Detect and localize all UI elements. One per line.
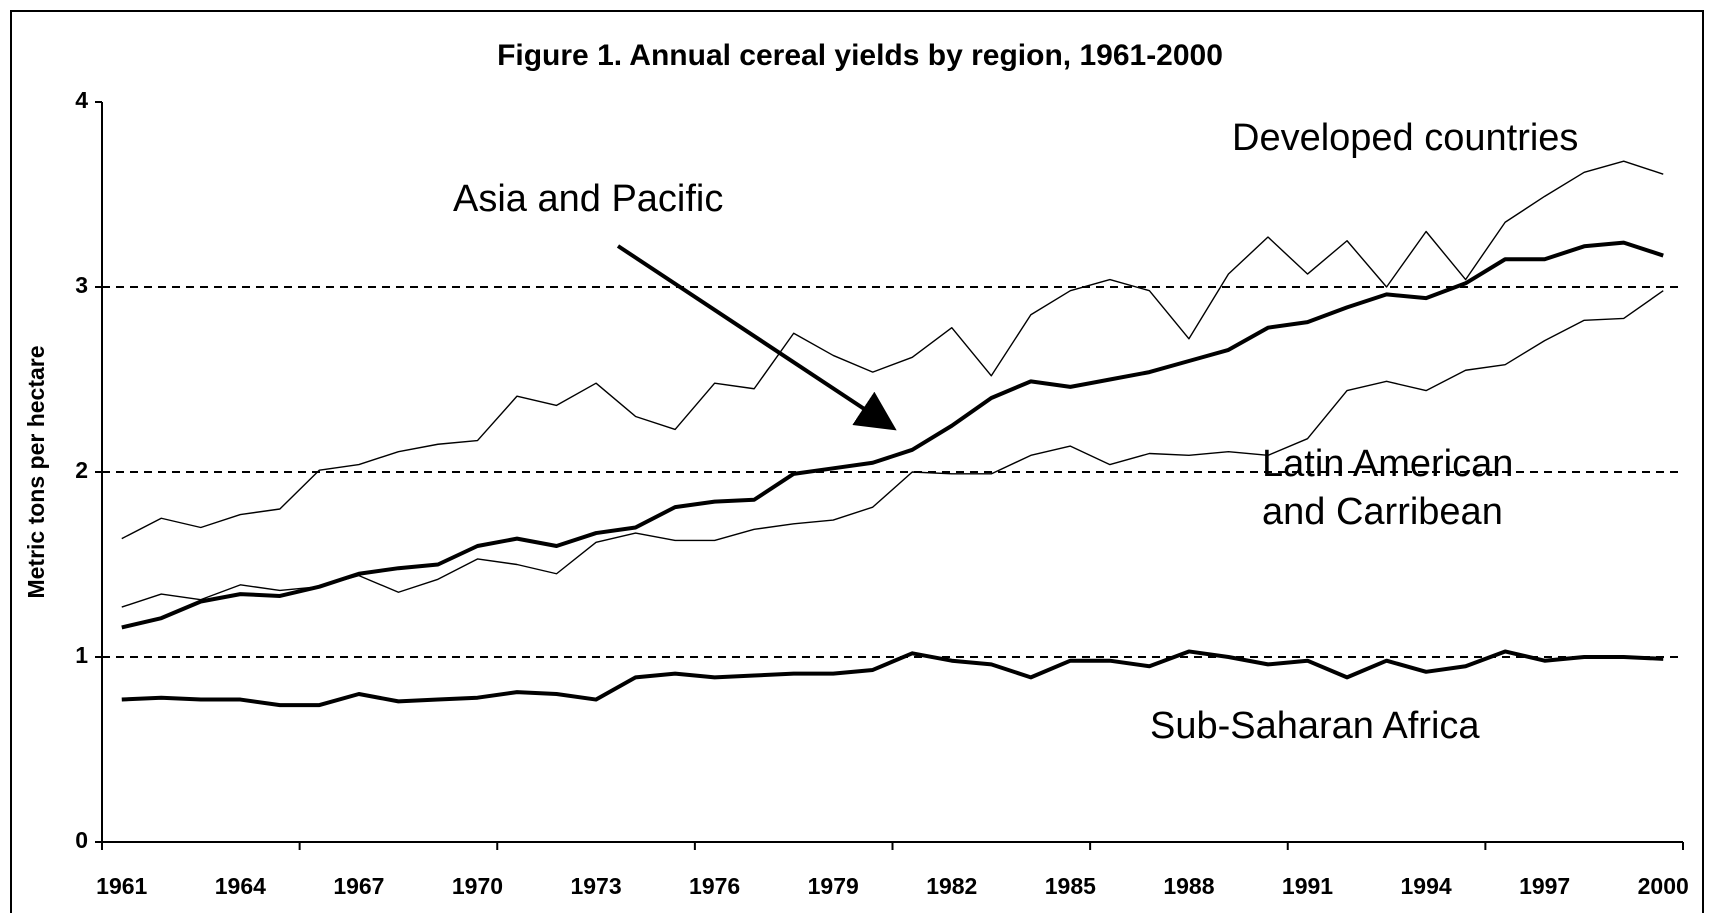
x-tick-label: 1997 <box>1519 873 1570 899</box>
x-tick-label: 1982 <box>926 873 977 899</box>
x-tick-label: 1967 <box>333 873 384 899</box>
x-tick-label: 1976 <box>689 873 740 899</box>
series-label: Sub-Saharan Africa <box>1150 705 1480 747</box>
x-tick-label: 1991 <box>1282 873 1333 899</box>
y-tick-label: 0 <box>75 827 88 853</box>
x-tick-label: 1964 <box>215 873 266 899</box>
x-tick-label: 1979 <box>808 873 859 899</box>
y-tick-label: 4 <box>75 87 88 113</box>
series-label: Asia and Pacific <box>453 178 724 220</box>
series-line <box>121 160 1664 540</box>
x-tick-label: 2000 <box>1638 873 1689 899</box>
series-label: Developed countries <box>1232 117 1579 159</box>
chart-title: Figure 1. Annual cereal yields by region… <box>497 39 1223 72</box>
annotation-arrow <box>616 244 897 431</box>
x-tick-label: 1970 <box>452 873 503 899</box>
y-tick-label: 3 <box>75 272 88 298</box>
x-tick-label: 1973 <box>570 873 621 899</box>
series-line <box>121 290 1664 608</box>
y-tick-label: 2 <box>75 457 88 483</box>
x-tick-label: 1988 <box>1163 873 1214 899</box>
frame <box>10 10 1704 913</box>
series-line <box>121 649 1664 708</box>
series-label: Latin American and Carribean <box>1262 443 1514 533</box>
y-tick-label: 1 <box>75 642 88 668</box>
x-tick-label: 1985 <box>1045 873 1096 899</box>
x-tick-label: 1994 <box>1401 873 1452 899</box>
x-tick-label: 1961 <box>96 873 147 899</box>
series-line <box>121 240 1664 630</box>
y-axis-label: Metric tons per hectare <box>23 345 49 598</box>
